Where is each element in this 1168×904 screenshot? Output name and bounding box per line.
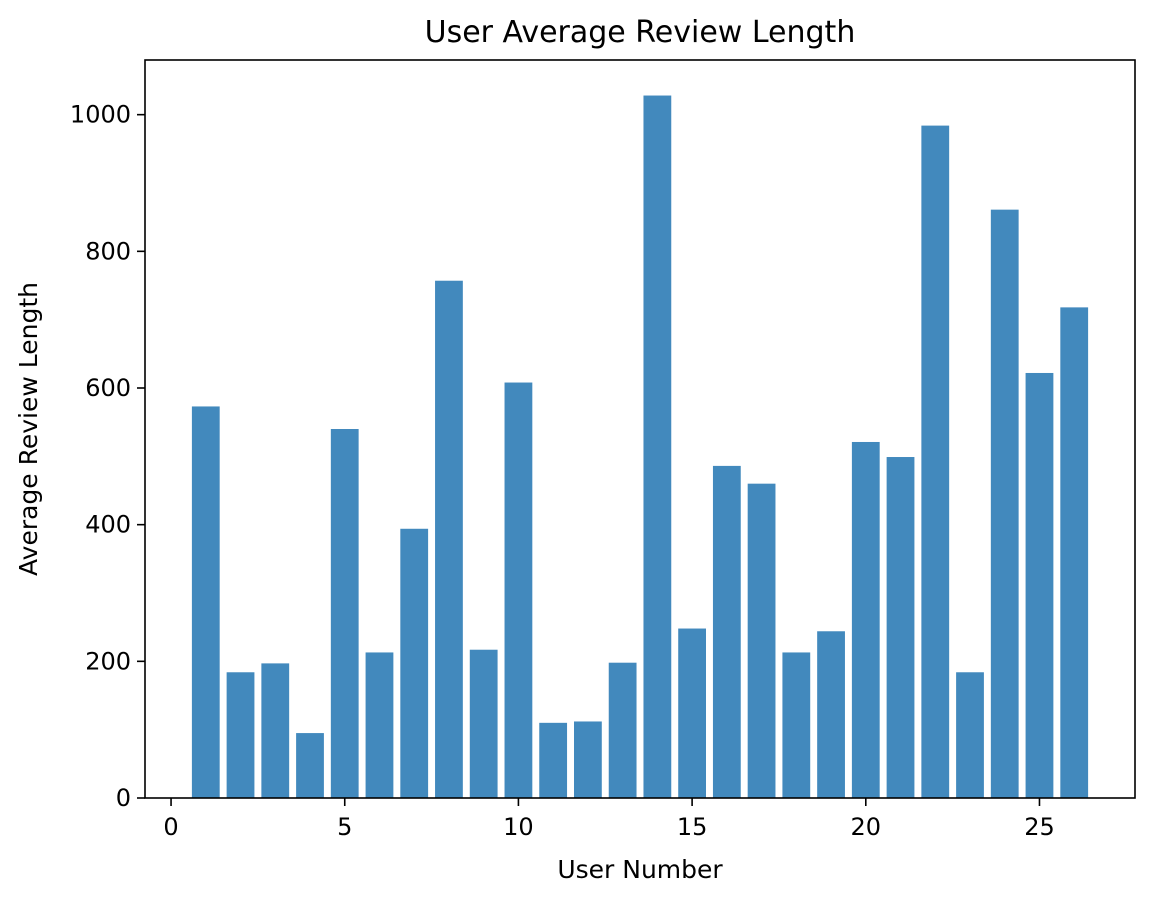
bar-user-11 [539, 722, 568, 798]
bar-user-26 [1060, 307, 1089, 798]
bar-user-13 [608, 662, 637, 798]
bar-user-20 [851, 441, 880, 798]
x-tick-label: 5 [337, 813, 352, 841]
bar-user-12 [574, 721, 602, 798]
bar-user-6 [365, 652, 394, 798]
bar-user-7 [400, 528, 429, 798]
y-tick-label: 400 [85, 511, 131, 539]
bar-user-10 [504, 382, 533, 798]
chart-title: User Average Review Length [425, 15, 856, 50]
bars-group [191, 95, 1089, 799]
x-axis-ticks: 0 5 10 15 20 25 [163, 798, 1055, 841]
y-tick-label: 200 [85, 647, 131, 675]
bar-user-1 [191, 406, 220, 798]
bar-user-19 [817, 631, 845, 798]
bar-user-8 [435, 280, 463, 799]
bar-user-9 [469, 649, 498, 798]
x-tick-label: 15 [677, 813, 708, 841]
y-tick-label: 800 [85, 237, 131, 265]
x-tick-label: 25 [1024, 813, 1055, 841]
x-axis-label: User Number [557, 855, 723, 884]
x-tick-label: 10 [503, 813, 534, 841]
y-tick-label: 600 [85, 374, 131, 402]
bar-user-14 [643, 95, 672, 798]
bar-user-17 [747, 483, 776, 798]
bar-user-18 [782, 652, 811, 798]
bar-user-15 [678, 628, 706, 798]
bar-user-23 [956, 672, 984, 798]
x-tick-label: 20 [851, 813, 882, 841]
bar-user-24 [990, 209, 1019, 798]
bar-user-3 [261, 663, 290, 798]
bar-user-2 [226, 672, 255, 798]
bar-user-5 [330, 429, 359, 798]
bar-user-22 [921, 125, 950, 799]
y-tick-label: 1000 [70, 101, 131, 129]
y-axis-label: Average Review Length [14, 282, 43, 576]
bar-user-25 [1025, 372, 1054, 798]
bar-user-4 [296, 733, 324, 798]
plot-frame [144, 59, 1136, 799]
y-tick-label: 0 [116, 784, 131, 812]
bar-user-16 [712, 465, 741, 798]
x-tick-label: 0 [163, 813, 178, 841]
bar-user-21 [886, 457, 915, 798]
y-axis-ticks: 0 200 400 600 800 1000 [70, 101, 145, 812]
